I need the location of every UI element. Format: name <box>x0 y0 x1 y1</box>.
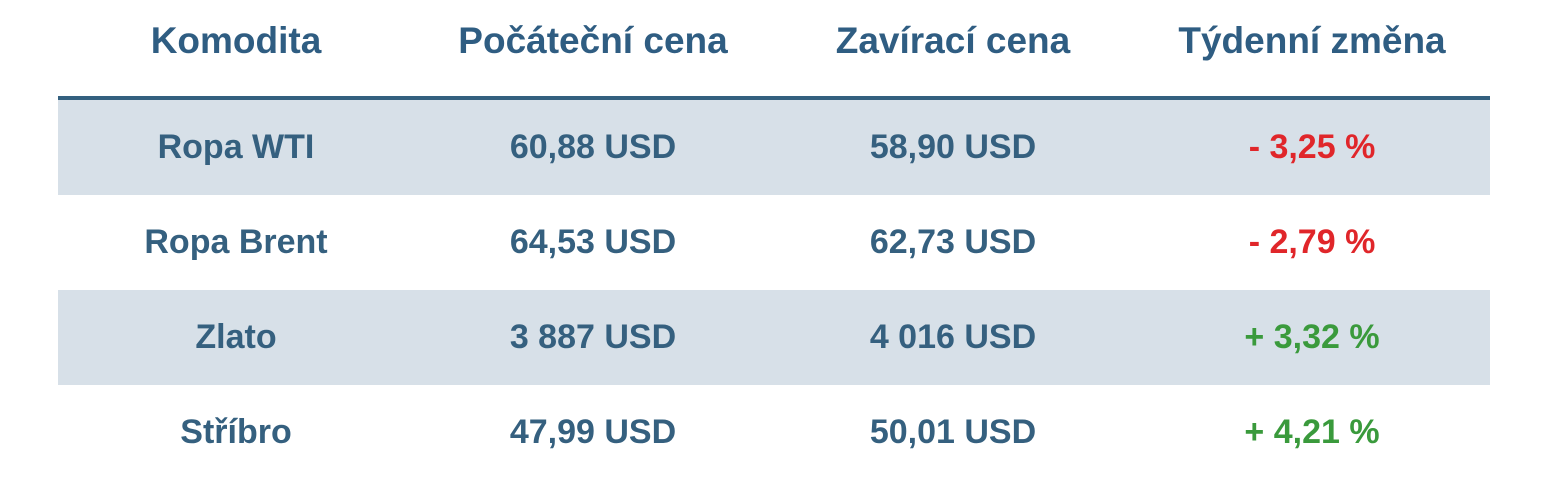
opening-price: 3 887 USD <box>509 318 677 356</box>
table-row: Stříbro 47,99 USD 50,01 USD + 4,21 % <box>58 385 1490 480</box>
closing-price: 4 016 USD <box>869 318 1037 356</box>
table-row: Ropa Brent 64,53 USD 62,73 USD - 2,79 % <box>58 195 1490 290</box>
commodity-name: Zlato <box>195 318 277 356</box>
opening-price: 60,88 USD <box>509 128 677 166</box>
table-header: Komodita Počáteční cena Zavírací cena Tý… <box>58 0 1490 100</box>
weekly-change: + 4,21 % <box>1244 413 1380 451</box>
closing-price: 62,73 USD <box>869 223 1037 261</box>
commodity-name: Stříbro <box>180 413 292 451</box>
opening-price: 64,53 USD <box>509 223 677 261</box>
weekly-change: - 2,79 % <box>1248 223 1376 261</box>
header-opening-price: Počáteční cena <box>458 20 728 61</box>
weekly-change: - 3,25 % <box>1248 128 1376 166</box>
header-weekly-change: Týdenní změna <box>1178 20 1446 61</box>
closing-price: 50,01 USD <box>869 413 1037 451</box>
closing-price: 58,90 USD <box>869 128 1037 166</box>
commodity-name: Ropa Brent <box>144 223 328 261</box>
commodity-name: Ropa WTI <box>157 128 315 166</box>
header-closing-price: Zavírací cena <box>835 20 1071 61</box>
commodity-table: Komodita Počáteční cena Zavírací cena Tý… <box>58 0 1490 480</box>
header-commodity: Komodita <box>150 20 322 61</box>
opening-price: 47,99 USD <box>509 413 677 451</box>
table-row: Zlato 3 887 USD 4 016 USD + 3,32 % <box>58 290 1490 385</box>
table-row: Ropa WTI 60,88 USD 58,90 USD - 3,25 % <box>58 100 1490 195</box>
weekly-change: + 3,32 % <box>1244 318 1380 356</box>
